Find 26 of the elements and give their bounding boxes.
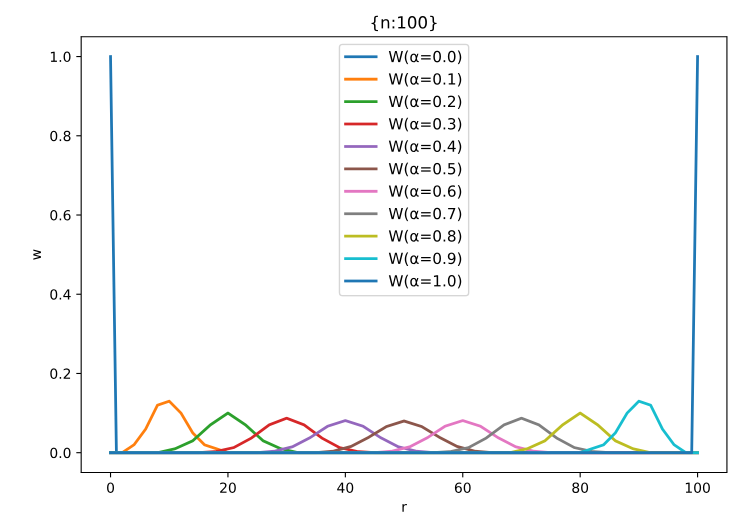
legend-label: W(α=0.2): [388, 95, 462, 109]
legend-label: W(α=1.0): [388, 274, 462, 288]
y-tick-label: 0.4: [50, 289, 71, 300]
legend-label: W(α=0.4): [388, 140, 462, 154]
legend-label: W(α=0.5): [388, 162, 462, 176]
x-tick-label: 40: [337, 482, 354, 493]
chart-title: {n:100}: [372, 16, 437, 32]
x-tick-label: 60: [454, 482, 471, 493]
x-tick-label: 80: [572, 482, 588, 493]
x-tick-label: 100: [686, 482, 710, 493]
legend-label: W(α=0.8): [388, 230, 462, 244]
legend-label: W(α=0.9): [388, 252, 462, 266]
legend-label: W(α=0.1): [388, 72, 462, 87]
y-tick-label: 1.0: [50, 52, 71, 62]
legend-label: W(α=0.6): [388, 185, 462, 199]
y-axis-title: w: [33, 250, 41, 260]
legend-label: W(α=0.7): [388, 207, 462, 222]
x-tick-label: 20: [220, 482, 236, 493]
y-tick-label: 0.0: [50, 448, 71, 458]
x-axis-title: r: [402, 504, 407, 512]
legend-label: W(α=0.0): [388, 50, 462, 64]
x-tick-label: 0: [107, 482, 114, 493]
y-tick-label: 0.6: [50, 210, 71, 220]
y-tick-label: 0.8: [50, 130, 71, 142]
legend-label: W(α=0.3): [388, 118, 462, 132]
y-tick-label: 0.2: [50, 368, 70, 379]
